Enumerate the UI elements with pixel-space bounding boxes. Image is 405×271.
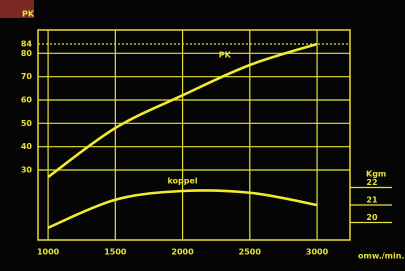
series-label: koppel — [167, 177, 197, 186]
y-tick-label: 40 — [21, 142, 33, 151]
y2-tick-label: 20 — [366, 213, 378, 222]
y2-tick-label: 22 — [366, 178, 377, 187]
y-tick-label: 70 — [21, 72, 33, 81]
y-tick-label: 30 — [21, 166, 33, 175]
y-tick-label: 84 — [21, 40, 33, 49]
series-label: PK — [219, 51, 232, 60]
x-axis-label: omw./min. — [358, 252, 404, 261]
x-tick-label: 3000 — [306, 248, 329, 257]
y-tick-label: 60 — [21, 96, 33, 105]
x-tick-label: 2500 — [239, 248, 262, 257]
x-tick-label: 1000 — [37, 248, 60, 257]
y2-tick-label: 21 — [366, 196, 378, 205]
y-tick-label: 50 — [21, 119, 33, 128]
x-tick-label: 2000 — [171, 248, 194, 257]
chart: PK Kgm omw./min. 30405060708084202122100… — [0, 0, 405, 271]
x-tick-label: 1500 — [104, 248, 127, 257]
background — [0, 0, 405, 271]
y-axis-label: PK — [22, 10, 35, 19]
y-tick-label: 80 — [21, 49, 33, 58]
